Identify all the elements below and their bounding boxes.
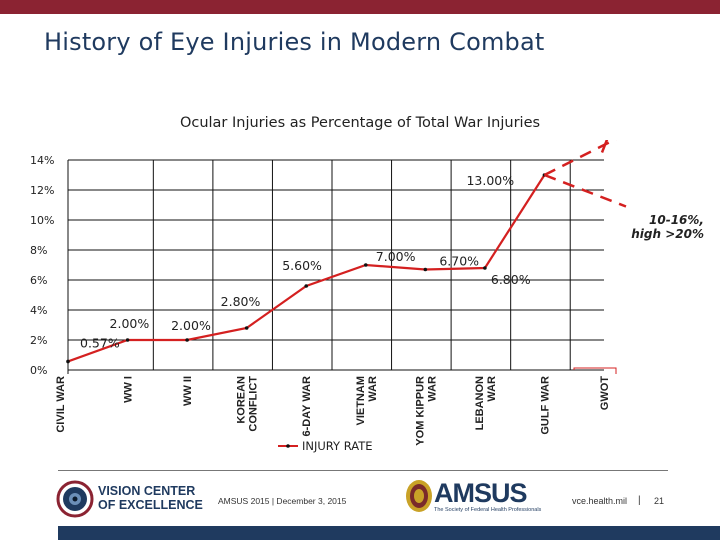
data-point [125,338,130,342]
footer-event-note: AMSUS 2015 | December 3, 2015 [218,496,347,506]
data-label: 7.00% [376,249,416,264]
footer-divider [58,470,668,471]
slide-title: History of Eye Injuries in Modern Combat [44,28,545,56]
y-tick-label: 6% [30,274,47,287]
data-point [185,338,189,342]
projection-low-line [543,173,627,208]
projection-label-line1: 10-16%, [649,213,704,227]
x-category-label: GWOT [599,376,611,410]
amsus-seal-icon [406,480,432,512]
x-category-label: WW II [182,376,194,406]
y-tick-label: 10% [30,214,54,227]
y-tick-label: 12% [30,184,54,197]
data-point [483,266,487,270]
x-category-label: KOREAN [236,376,248,424]
injury-rate-chart: 0% 2% 4% 6% 8% 10% 12% 14% CIVIL WAR WW I WW II KOR… [30,140,704,453]
x-category-label: VIETNAM [355,376,367,426]
data-point [66,359,70,364]
footer-url: vce.health.mil [572,496,628,506]
y-tick-label: 14% [30,154,54,167]
x-category-label: YOM KIPPUR [414,376,426,446]
legend-label: INJURY RATE [302,439,373,453]
vce-eye-logo-icon [56,480,94,518]
x-category-label: WAR [367,376,379,402]
vce-org-line2: OF EXCELLENCE [98,498,203,512]
data-point [304,284,309,288]
y-tick-label: 4% [30,304,47,317]
x-category-label: WAR [486,376,498,402]
page-number: 21 [654,496,665,506]
data-label: 6.70% [439,254,479,269]
projection-label-line2: high >20% [631,227,704,241]
x-category-label: GULF WAR [539,376,551,435]
data-label: 0.57% [80,335,120,350]
projection-high-tick [600,140,609,153]
vce-org-line1: VISION CENTER [98,484,196,498]
data-label: 13.00% [466,173,514,188]
y-tick-label: 0% [30,364,47,377]
bottom-accent-bar [58,526,720,540]
amsus-logo-text: AMSUS [434,478,528,508]
x-category-label: 6-DAY WAR [301,376,313,437]
x-category-label: WAR [426,376,438,402]
data-label: 5.60% [282,258,322,273]
amsus-tagline: The Society of Federal Health Profession… [434,507,542,513]
data-label: 2.00% [110,316,150,331]
x-category-label: LEBANON [474,376,486,430]
data-label: 2.00% [171,318,211,333]
footer-separator: | [638,495,641,506]
legend-swatch-point [286,444,290,448]
x-category-label: CONFLICT [248,376,260,432]
top-accent-bar [0,0,720,14]
data-point [244,326,249,330]
x-category-label: WW I [123,376,135,403]
data-point [363,263,368,267]
data-label: 6.80% [491,272,531,287]
projection-high-line [543,140,617,177]
data-label: 2.80% [221,294,261,309]
y-tick-label: 2% [30,334,47,347]
y-tick-label: 8% [30,244,47,257]
chart-title: Ocular Injuries as Percentage of Total W… [179,115,541,131]
gwot-bracket [573,367,617,374]
vce-org-name: VISION CENTER OF EXCELLENCE [98,484,203,512]
x-category-label: CIVIL WAR [55,376,67,433]
data-point [423,267,428,272]
